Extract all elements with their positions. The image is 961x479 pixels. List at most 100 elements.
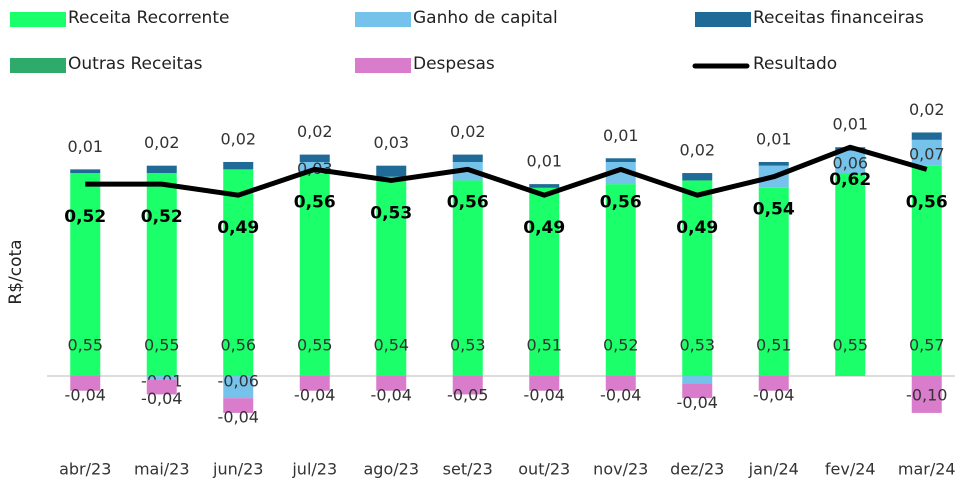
data-label: 0,01 [832, 115, 868, 134]
bar-segment [911, 165, 942, 376]
data-label: 0,01 [67, 137, 103, 156]
data-label: 0,55 [297, 336, 333, 355]
legend-label: Outras Receitas [68, 54, 203, 74]
bar-segment [223, 169, 254, 376]
bar-segment [682, 376, 713, 384]
x-tick-label: mar/24 [898, 460, 956, 479]
data-label: -0,04 [600, 386, 641, 405]
data-label: -0,04 [141, 389, 182, 408]
x-tick-label: ago/23 [364, 460, 420, 479]
bar-segment [682, 180, 713, 376]
data-label: 0,53 [450, 336, 486, 355]
bar-segment [605, 161, 636, 185]
bar-segment [529, 184, 560, 188]
bar-segment [758, 161, 789, 166]
data-label: 0,02 [297, 122, 333, 141]
x-tick-label: jun/23 [212, 460, 263, 479]
bar-segment [529, 376, 560, 391]
data-label: 0,02 [144, 133, 180, 152]
bar-segment [70, 169, 101, 174]
data-label: 0,07 [909, 144, 945, 163]
bar-segment [452, 180, 483, 376]
bar-segment [835, 150, 866, 174]
data-label: 0,54 [373, 336, 409, 355]
bar-segment [299, 154, 330, 162]
data-label: 0,02 [220, 129, 256, 148]
bar-segment [452, 154, 483, 162]
x-tick-label: jan/24 [748, 460, 799, 479]
data-label: 0,01 [526, 152, 562, 171]
bar-segment [376, 376, 407, 391]
data-label: -0,04 [677, 393, 718, 412]
bar-segment [911, 132, 942, 140]
data-label: 0,55 [832, 336, 868, 355]
legend-swatch [10, 58, 66, 73]
bar-segment [299, 173, 330, 376]
data-label: 0,52 [603, 336, 639, 355]
bar-segment [605, 376, 636, 391]
bar-segment [605, 184, 636, 376]
line-label: 0,56 [600, 192, 642, 212]
result-line [85, 144, 928, 198]
bar-segment [605, 158, 636, 162]
data-label: -0,04 [371, 386, 412, 405]
bar-segment [223, 376, 254, 399]
line-label: 0,54 [753, 200, 795, 220]
x-tick-label: out/23 [518, 460, 570, 479]
bar-segment [376, 165, 407, 177]
data-label: 0,02 [909, 100, 945, 119]
legend-swatch [695, 12, 751, 27]
data-label: -0,04 [294, 386, 335, 405]
x-tick-label: jul/23 [291, 460, 337, 479]
legend-swatch [355, 58, 411, 73]
data-label: 0,55 [144, 336, 180, 355]
y-axis-label: R$/cota [6, 239, 26, 304]
data-label: -0,04 [65, 386, 106, 405]
data-label: -0,06 [218, 372, 259, 391]
bar-segment [70, 173, 101, 376]
bar-segment [223, 161, 254, 170]
data-label: 0,51 [526, 336, 562, 355]
data-label: -0,04 [524, 386, 565, 405]
data-label: 0,55 [67, 336, 103, 355]
x-tick-label: dez/23 [670, 460, 724, 479]
line-label: 0,52 [64, 207, 106, 227]
line-label: 0,52 [141, 207, 183, 227]
bar-segment [299, 376, 330, 391]
line-label: 0,56 [906, 192, 948, 212]
legend-label: Receita Recorrente [68, 8, 229, 28]
x-tick-label: mai/23 [134, 460, 190, 479]
data-label: -0,04 [218, 408, 259, 427]
bar-segment [223, 398, 254, 413]
data-label: 0,51 [756, 336, 792, 355]
bar-segment [70, 376, 101, 391]
bar-segment [146, 379, 177, 395]
bar-segment [682, 173, 713, 181]
data-label: 0,01 [756, 129, 792, 148]
data-label: 0,06 [832, 153, 868, 172]
data-label: -0,10 [906, 386, 947, 405]
data-label: 0,56 [220, 336, 256, 355]
data-label: 0,02 [679, 141, 715, 160]
bar-segment [146, 376, 177, 380]
line-label: 0,49 [217, 218, 259, 238]
data-label: 0,02 [450, 122, 486, 141]
legend-swatch [355, 12, 411, 27]
data-label: -0,05 [447, 386, 488, 405]
x-tick-label: abr/23 [59, 460, 111, 479]
bar-segment [376, 176, 407, 376]
bar-segment [911, 376, 942, 413]
legend-label: Ganho de capital [413, 8, 558, 28]
bar-segment [682, 383, 713, 399]
legend-label: Resultado [753, 54, 837, 74]
line-label: 0,56 [447, 192, 489, 212]
line-label: 0,62 [829, 170, 871, 190]
bar-segment [835, 173, 866, 376]
bar-segment [911, 139, 942, 166]
data-label: 0,03 [373, 133, 409, 152]
legend-label: Despesas [413, 54, 495, 74]
legend-swatch [10, 12, 66, 27]
data-label: -0,04 [753, 386, 794, 405]
bar-segment [452, 376, 483, 395]
